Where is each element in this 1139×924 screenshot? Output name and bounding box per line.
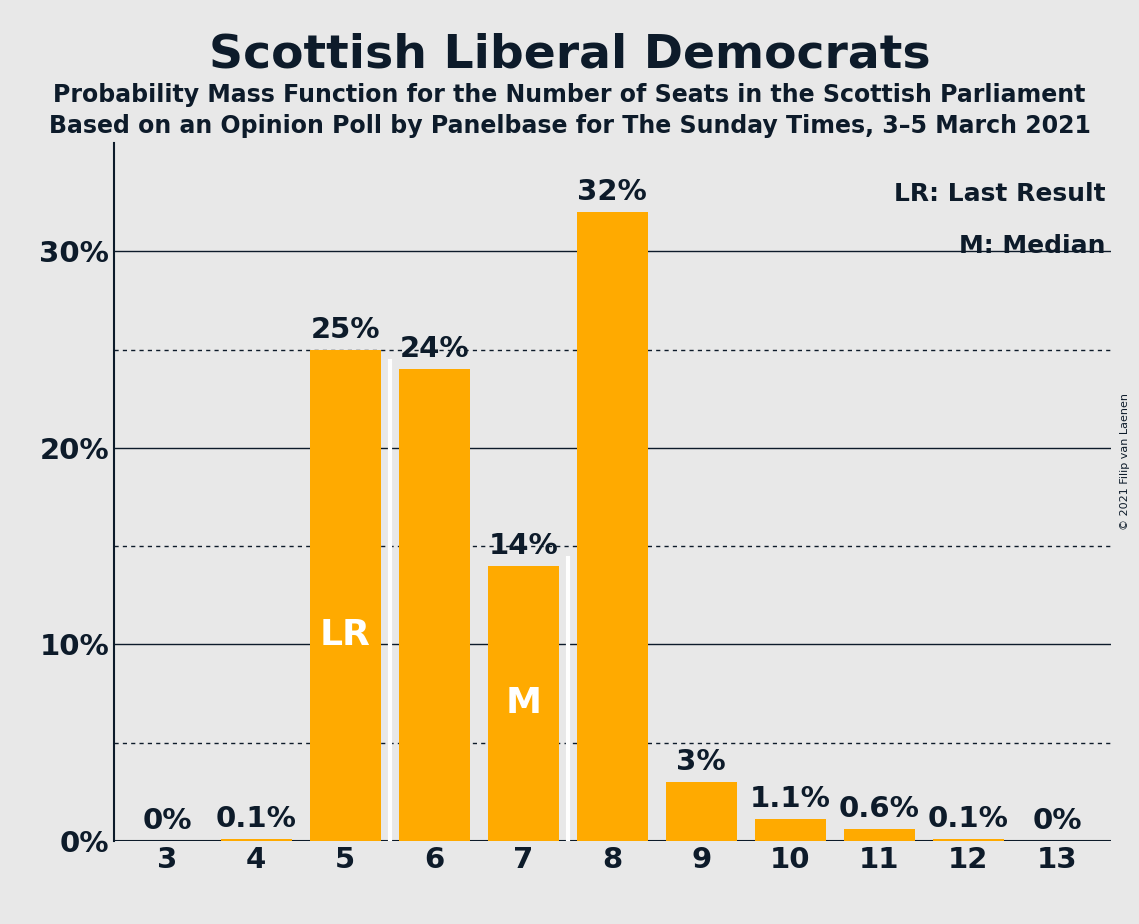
Bar: [487, 565, 559, 841]
Text: 24%: 24%: [400, 335, 469, 363]
Text: M: Median: M: Median: [959, 234, 1106, 258]
Bar: [399, 370, 469, 841]
Text: 0.6%: 0.6%: [838, 796, 919, 823]
Text: 0%: 0%: [1032, 807, 1082, 835]
Text: LR: Last Result: LR: Last Result: [894, 182, 1106, 205]
Text: 25%: 25%: [311, 316, 380, 344]
Text: 32%: 32%: [577, 178, 647, 206]
Text: 0%: 0%: [142, 807, 192, 835]
Text: 0.1%: 0.1%: [927, 805, 1009, 833]
Bar: [665, 782, 737, 841]
Bar: [310, 349, 380, 841]
Bar: [221, 839, 292, 841]
Text: Scottish Liberal Democrats: Scottish Liberal Democrats: [208, 32, 931, 78]
Text: Probability Mass Function for the Number of Seats in the Scottish Parliament: Probability Mass Function for the Number…: [54, 83, 1085, 107]
Text: 14%: 14%: [489, 532, 558, 560]
Text: M: M: [506, 687, 541, 721]
Text: LR: LR: [320, 617, 370, 651]
Bar: [576, 212, 648, 841]
Bar: [754, 820, 826, 841]
Text: 1.1%: 1.1%: [749, 785, 830, 813]
Text: © 2021 Filip van Laenen: © 2021 Filip van Laenen: [1120, 394, 1130, 530]
Bar: [844, 829, 915, 841]
Text: Based on an Opinion Poll by Panelbase for The Sunday Times, 3–5 March 2021: Based on an Opinion Poll by Panelbase fo…: [49, 114, 1090, 138]
Bar: [933, 839, 1003, 841]
Text: 3%: 3%: [677, 748, 726, 776]
Text: 0.1%: 0.1%: [215, 805, 297, 833]
